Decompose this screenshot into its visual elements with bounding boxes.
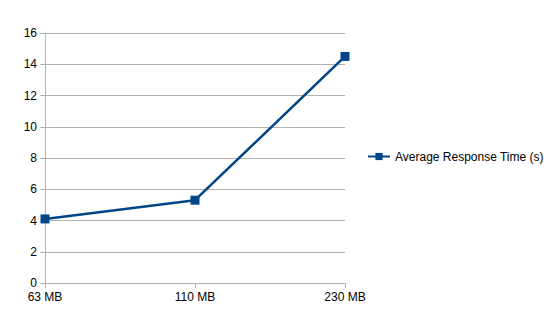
svg-text:0: 0 [30, 276, 37, 290]
svg-text:6: 6 [30, 182, 37, 196]
svg-text:10: 10 [24, 120, 38, 134]
svg-text:16: 16 [24, 26, 38, 40]
svg-text:63 MB: 63 MB [28, 290, 63, 304]
svg-text:4: 4 [30, 214, 37, 228]
svg-text:110 MB: 110 MB [175, 290, 215, 304]
svg-text:2: 2 [30, 245, 37, 259]
svg-text:14: 14 [24, 57, 38, 71]
svg-text:8: 8 [30, 151, 37, 165]
svg-text:12: 12 [24, 89, 38, 103]
svg-text:Average Response Time (s): Average Response Time (s) [395, 150, 544, 164]
svg-text:230 MB: 230 MB [324, 290, 365, 304]
